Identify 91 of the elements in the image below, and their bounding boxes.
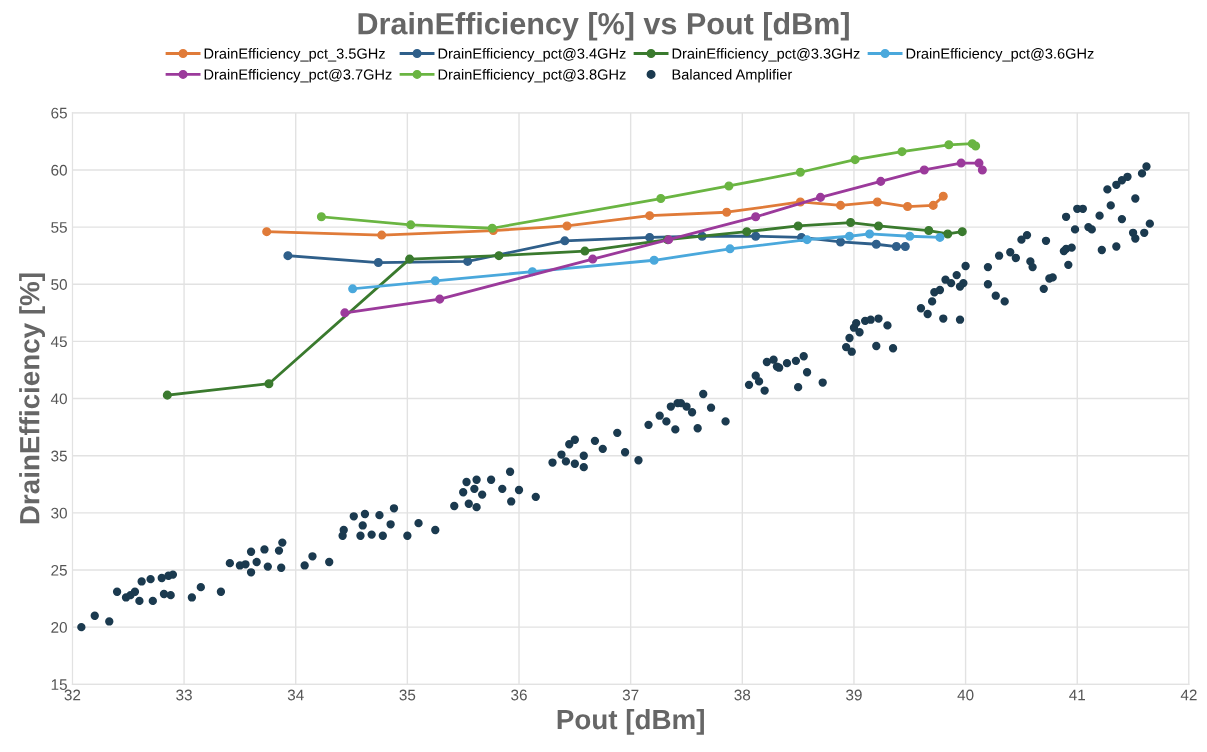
x-tick-label: 32 [64,689,81,701]
point [943,229,953,239]
point [935,232,945,242]
point [435,294,445,304]
point [874,221,884,231]
point [264,379,274,389]
point [844,231,855,241]
point [938,191,948,201]
point [903,202,913,212]
point [406,220,416,230]
point [815,192,825,202]
point [846,218,856,228]
point [865,229,875,239]
y-tick-label: 45 [50,336,67,348]
point [793,221,803,231]
point [340,308,350,318]
point [795,167,805,177]
y-tick-label: 55 [51,222,67,233]
point [836,237,846,247]
legend-label: DrainEfficiency_pct@3.4GHz [438,48,626,62]
point [974,158,984,168]
point [430,276,440,286]
x-axis-title: Pout [dBm] [557,708,704,735]
point [751,212,761,222]
y-tick-label: 60 [51,164,67,176]
x-tick-label: 39 [846,689,862,701]
point [905,231,915,241]
legend-label: DrainEfficiency_pct@3.8GHz [438,68,626,83]
point [645,211,655,221]
y-tick-label: 65 [51,107,67,119]
x-tick-label: 37 [622,689,639,701]
point [751,231,761,241]
point [348,284,358,294]
point [871,239,881,249]
point [944,140,954,150]
legend-label: DrainEfficiency_pct_3.5GHz [204,48,385,62]
point [897,147,907,157]
point [283,251,293,261]
x-tick-label: 35 [399,689,416,701]
y-tick-label: 30 [51,507,67,519]
y-tick-label: 35 [51,450,67,462]
point [588,254,598,264]
point [900,242,910,252]
point [872,197,882,207]
point [924,226,934,236]
point [405,254,415,264]
y-tick-label: 50 [51,279,67,290]
point [722,207,732,217]
legend-label: DrainEfficiency_pct@3.7GHz [204,68,392,83]
x-tick-label: 34 [287,689,304,701]
point [836,200,846,210]
point [956,158,966,168]
point [377,230,387,240]
point [580,246,590,256]
point [977,165,987,175]
legend-label: DrainEfficiency_pct@3.3GHz [672,48,860,62]
point [373,258,383,268]
chart-title: DrainEfficiency [%] vs Pout [dBm] [358,12,849,41]
point [802,235,812,245]
x-tick-label: 36 [511,689,527,701]
point [316,212,326,222]
legend-label: Balanced Amplifier [672,68,793,83]
point [649,255,659,265]
y-tick-label: 40 [50,393,67,405]
point [645,232,655,242]
point [876,176,886,186]
y-tick-label: 15 [51,679,67,691]
x-tick-label: 42 [1180,689,1197,701]
point [162,390,172,400]
point [562,221,572,231]
point [494,251,504,261]
point [850,155,860,165]
point [891,242,901,252]
point [656,194,666,204]
point [725,244,735,254]
x-tick-label: 38 [734,689,751,701]
point [928,200,938,210]
point [724,181,734,191]
y-axis-title: DrainEfficiency [%] [19,273,46,524]
x-tick-label: 41 [1069,689,1085,701]
x-tick-label: 33 [176,689,192,701]
y-tick-label: 25 [51,564,67,576]
x-tick-label: 40 [957,689,974,701]
y-tick-label: 20 [51,622,67,633]
point [262,227,272,237]
legend-label: DrainEfficiency_pct@3.6GHz [906,48,1094,62]
point [957,227,967,237]
point [742,227,752,237]
point [560,236,570,246]
point [919,165,929,175]
point [971,141,981,151]
